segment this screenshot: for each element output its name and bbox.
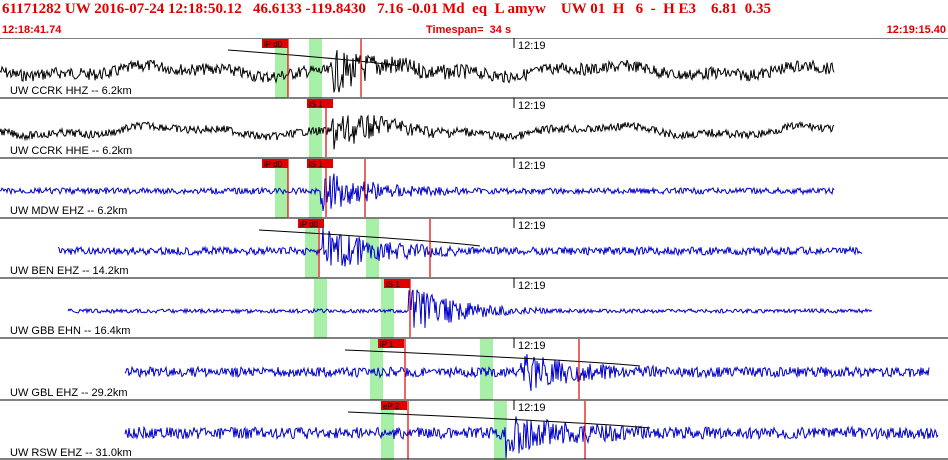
trace-row[interactable]: 12:19 eP 2 UW RSW EHZ -- 31.0km: [0, 399, 948, 460]
waveform: [124, 416, 939, 458]
waveform: [124, 354, 930, 392]
pick-flag[interactable]: [307, 99, 333, 108]
waveform: [0, 50, 835, 93]
event-summary-line: 61171282 UW 2016-07-24 12:18:50.12 46.61…: [2, 1, 772, 17]
phase-window: [370, 339, 383, 400]
trace-row[interactable]: 12:19 iP d0 UW BEN EHZ -- 14.2km: [0, 217, 948, 278]
trace-row[interactable]: 12:19 iS 1 UW GBB EHN -- 16.4km: [0, 277, 948, 338]
coda-curve: [344, 349, 641, 367]
trace-row[interactable]: 12:19 iP 1 UW GBL EHZ -- 29.2km: [0, 337, 948, 400]
pick-flag[interactable]: [381, 401, 407, 410]
phase-window: [381, 279, 394, 338]
pick-label: iS 1: [309, 160, 323, 169]
pick-label: iP d0: [264, 160, 283, 169]
waveform: [0, 114, 835, 150]
pick-flag[interactable]: [384, 279, 410, 288]
pick-label: eP 2: [383, 402, 400, 411]
phase-window: [381, 401, 394, 460]
minute-label: 12:19: [518, 40, 546, 52]
minute-label: 12:19: [518, 280, 546, 292]
pick-flag[interactable]: [307, 159, 333, 168]
minute-label: 12:19: [518, 220, 546, 232]
minute-label: 12:19: [518, 100, 546, 112]
waveform: [0, 173, 835, 212]
pick-flag[interactable]: [262, 39, 288, 48]
waveform: [57, 227, 863, 267]
pick-label: iS 1: [309, 100, 323, 109]
station-label: UW RSW EHZ -- 31.0km: [10, 447, 132, 459]
minute-label: 12:19: [518, 160, 546, 172]
phase-window: [314, 279, 327, 338]
end-time-label: 12:19:15.40: [886, 24, 946, 36]
station-label: UW GBB EHN -- 16.4km: [10, 325, 130, 337]
phase-window: [480, 339, 493, 400]
station-label: UW MDW EHZ -- 6.2km: [10, 205, 127, 217]
pick-label: iS 1: [386, 280, 400, 289]
station-label: UW GBL EHZ -- 29.2km: [10, 387, 128, 399]
minute-label: 12:19: [518, 340, 546, 352]
coda-curve: [227, 49, 401, 67]
trace-row[interactable]: 12:19 iS 1 UW CCRK HHE -- 6.2km: [0, 97, 948, 158]
coda-curve: [258, 229, 481, 247]
pick-label: iP 1: [380, 340, 394, 349]
trace-row[interactable]: 12:19 iP d0 UW CCRK HHZ -- 6.2km: [0, 38, 948, 98]
timespan-label: Timespan= 34 s: [426, 24, 512, 36]
event-header: 61171282 UW 2016-07-24 12:18:50.12 46.61…: [0, 0, 948, 40]
pick-flag[interactable]: [262, 159, 288, 168]
pick-flag[interactable]: [298, 219, 324, 228]
pick-label: iP d0: [300, 220, 319, 229]
phase-window: [309, 159, 322, 218]
minute-label: 12:19: [518, 402, 546, 414]
station-label: UW BEN EHZ -- 14.2km: [10, 265, 129, 277]
seismogram-panel[interactable]: 12:19 iP d0 UW CCRK HHZ -- 6.2km 12:19 iS 1 U…: [0, 38, 948, 460]
station-label: UW CCRK HHE -- 6.2km: [10, 145, 132, 157]
start-time-label: 12:18:41.74: [2, 24, 62, 36]
trace-row[interactable]: 12:19 iP d0 iS 1 UW MDW EHZ -- 6.2km: [0, 157, 948, 218]
pick-label: iP d0: [264, 40, 283, 49]
phase-window: [275, 159, 288, 218]
phase-window: [494, 401, 507, 460]
waveform: [67, 289, 873, 329]
pick-flag[interactable]: [378, 339, 404, 348]
station-label: UW CCRK HHZ -- 6.2km: [10, 85, 132, 97]
coda-curve: [347, 411, 651, 429]
